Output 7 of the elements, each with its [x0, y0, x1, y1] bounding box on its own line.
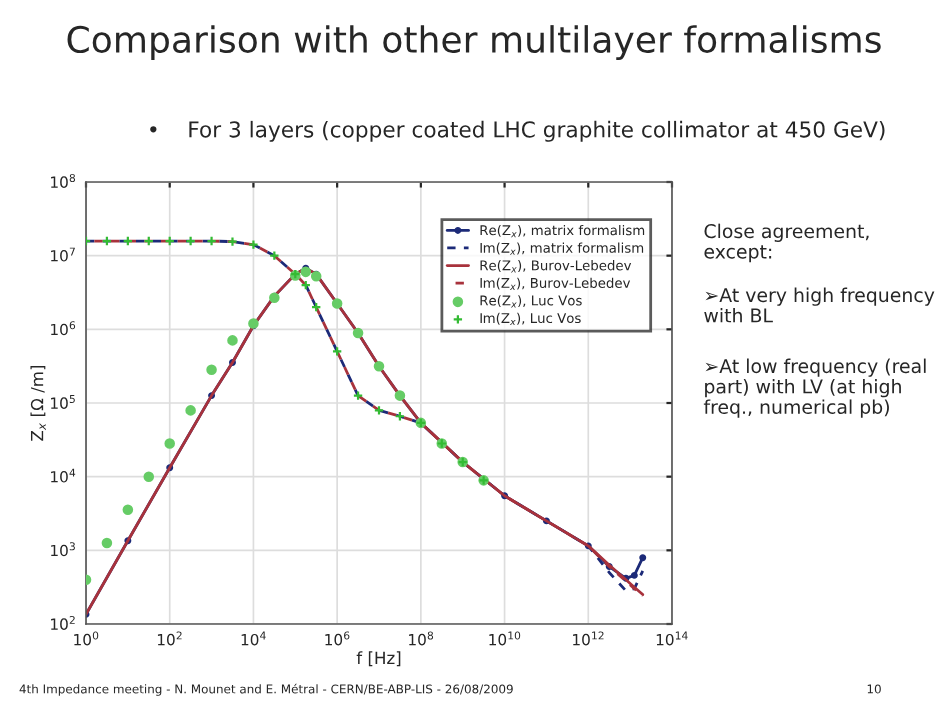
text: ➢At very high frequency with BL [704, 287, 935, 323]
y-axis-title: Z$_{x}$ [Ω /m] [30, 365, 46, 441]
text: ➢At low frequency (real part) with LV (at high freq., numerical pb) [703, 358, 926, 418]
chart-subtitle: • For 3 layers (copper coated LHC graphite collimator at 450 GeV) [150, 120, 885, 142]
chart-title: Comparison with other multilayer formalisms [67, 25, 881, 61]
x-axis-title: f [Hz] [356, 651, 401, 667]
text: Close agreement, except: [704, 223, 869, 263]
